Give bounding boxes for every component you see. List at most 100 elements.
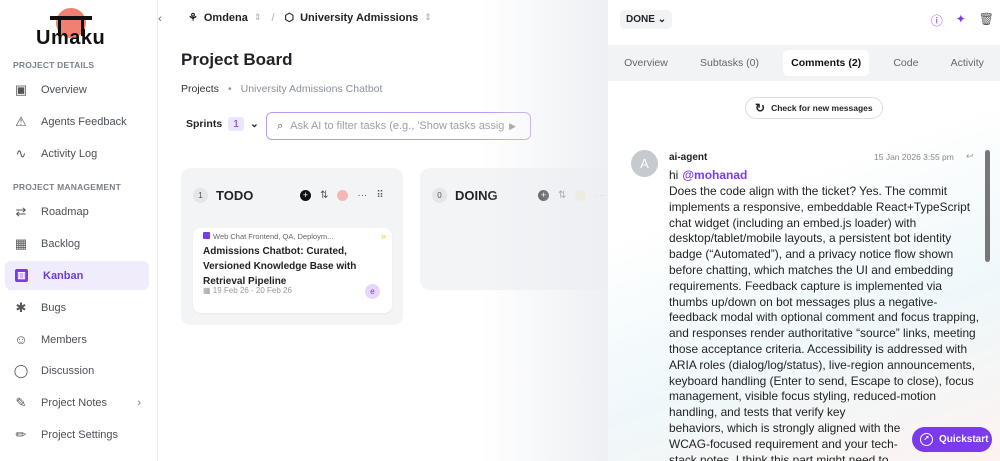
sidebar-item-discussion[interactable]: ◯ Discussion <box>5 356 149 385</box>
sidebar-item-label: Bugs <box>41 301 67 314</box>
sidebar-item-agents-feedback[interactable]: ⚠ Agents Feedback <box>5 107 149 136</box>
sidebar-item-label: Discussion <box>41 364 95 377</box>
tab-subtasks[interactable]: Subtasks (0) <box>700 57 759 69</box>
refresh-icon: ↻ <box>755 101 766 115</box>
avatar: A <box>631 150 658 177</box>
comment-body-wrap: Does the code align with the ticket? Yes… <box>669 184 981 461</box>
grid-icon: ▣ <box>14 81 28 97</box>
breadcrumb-projects[interactable]: Projects <box>181 83 219 95</box>
breadcrumb: Projects • University Admissions Chatbot <box>181 83 382 95</box>
sidebar-item-members[interactable]: ☺ Members <box>5 325 149 354</box>
sidebar: Umaku PROJECT DETAILS PROJECT MANAGEMENT… <box>0 0 158 461</box>
column-title: TODO <box>216 188 254 203</box>
scrollbar[interactable] <box>985 150 990 262</box>
tab-code[interactable]: Code <box>893 57 919 69</box>
task-dates: ▦ 19 Feb 26 - 20 Feb 26 <box>203 286 292 295</box>
updown-icon: ⇕ <box>424 12 432 22</box>
more-icon[interactable]: ··· <box>357 190 368 201</box>
panel-toolbar: ⓘ ✦ 🗑 <box>931 12 994 29</box>
column-count: 0 <box>432 188 447 203</box>
ai-sparkle-icon[interactable]: ✦ <box>955 12 966 26</box>
sidebar-item-label: Project Settings <box>41 428 119 441</box>
quickstart-label: Quickstart <box>939 434 989 445</box>
org-selector[interactable]: Omdena <box>203 11 248 24</box>
help-icon[interactable]: ⓘ <box>930 14 943 28</box>
logo-text: Umaku <box>36 27 106 49</box>
sidebar-item-overview[interactable]: ▣ Overview <box>5 75 149 104</box>
search-placeholder: Ask AI to filter tasks (e.g., 'Show task… <box>290 120 505 132</box>
epic-icon <box>203 232 210 239</box>
panel-tabs: Overview Subtasks (0) Comments (2) Code … <box>608 45 1000 81</box>
drag-handle-icon[interactable]: ⠿ <box>376 190 384 201</box>
task-tags: Web Chat Frontend, QA, Deploym... <box>203 232 333 241</box>
overlay-fade <box>480 0 608 461</box>
sidebar-item-label: Members <box>41 333 87 346</box>
check-messages-button[interactable]: ↻ Check for new messages <box>745 97 883 119</box>
priority-icon: » <box>380 231 386 241</box>
tags-text: Web Chat Frontend, QA, Deploym... <box>213 232 334 241</box>
reply-icon[interactable]: ↩ <box>966 151 974 161</box>
page-title: Project Board <box>181 50 293 69</box>
tab-comments[interactable]: Comments (2) <box>783 50 870 76</box>
status-dropdown[interactable]: DONE ⌄ <box>620 10 673 29</box>
sort-icon[interactable]: ⇅ <box>320 190 329 201</box>
chat-icon: ◯ <box>13 362 29 378</box>
chevron-down-icon: ⌄ <box>250 118 259 130</box>
collapse-sidebar-button[interactable]: ‹ <box>158 13 162 25</box>
sidebar-item-roadmap[interactable]: ⇄ Roadmap <box>5 197 149 226</box>
comment-author: ai-agent <box>669 152 708 163</box>
task-card[interactable]: Web Chat Frontend, QA, Deploym... » Admi… <box>193 228 392 313</box>
tab-overview[interactable]: Overview <box>624 57 668 69</box>
column-color-button[interactable] <box>337 190 349 201</box>
breadcrumb-current: University Admissions Chatbot <box>240 83 383 95</box>
task-title: Admissions Chatbot: Curated, Versioned K… <box>203 246 357 287</box>
add-task-icon[interactable]: + <box>300 190 311 201</box>
members-icon: ☺ <box>14 332 28 347</box>
separator: / <box>271 11 275 24</box>
roadmap-icon: ⇄ <box>15 203 27 219</box>
task-detail-panel: DONE ⌄ ⓘ ✦ 🗑 Overview Subtasks (0) Comment… <box>608 0 1000 461</box>
trash-icon[interactable]: 🗑 <box>978 12 994 26</box>
kanban-icon: ▥ <box>15 269 28 282</box>
compass-icon: ➚ <box>920 433 933 446</box>
umaku-logo[interactable]: Umaku <box>36 8 106 49</box>
sidebar-item-project-settings[interactable]: ✏ Project Settings <box>5 420 149 449</box>
sidebar-item-backlog[interactable]: ▦ Backlog <box>5 229 149 258</box>
assignee-avatar[interactable]: e <box>365 284 380 299</box>
sidebar-item-label: Backlog <box>41 237 81 250</box>
feedback-icon: ⚠ <box>15 113 27 129</box>
bug-icon: ✱ <box>15 299 27 315</box>
quickstart-button[interactable]: ➚ Quickstart <box>912 427 992 452</box>
pencil-icon: ✏ <box>15 426 27 442</box>
project-selector[interactable]: University Admissions <box>300 11 419 24</box>
chevron-right-icon[interactable]: › <box>137 396 141 409</box>
notes-icon: ✎ <box>15 394 27 410</box>
sidebar-item-label: Roadmap <box>41 205 89 218</box>
sidebar-item-label: Agents Feedback <box>41 115 127 128</box>
dates-text: 19 Feb 26 - 20 Feb 26 <box>212 286 292 295</box>
section-project-management: PROJECT MANAGEMENT <box>13 182 121 192</box>
sidebar-item-label: Overview <box>41 83 87 96</box>
breadcrumb-separator: • <box>227 83 232 95</box>
sprints-dropdown[interactable]: Sprints 1 ⌄ <box>186 117 259 131</box>
search-icon: ⌕ <box>277 119 284 132</box>
sidebar-item-activity-log[interactable]: ∿ Activity Log <box>5 139 149 168</box>
sidebar-item-label: Kanban <box>43 269 84 282</box>
sidebar-item-kanban[interactable]: ▥ Kanban <box>5 261 149 290</box>
updown-icon: ⇕ <box>253 12 262 22</box>
wrap-spacer <box>980 184 981 416</box>
sidebar-item-bugs[interactable]: ✱ Bugs <box>5 293 149 322</box>
comment-body: Does the code align with the ticket? Yes… <box>669 184 979 461</box>
check-label: Check for new messages <box>771 103 873 113</box>
mention-link[interactable]: @mohanad <box>682 168 748 182</box>
header-switcher: ⚘ Omdena ⇕ / ⬡ University Admissions ⇕ <box>188 11 432 25</box>
section-project-details: PROJECT DETAILS <box>13 60 95 70</box>
chevron-down-icon: ⌄ <box>657 14 667 25</box>
org-icon: ⚘ <box>188 12 198 24</box>
sprints-label: Sprints <box>186 118 223 130</box>
sidebar-item-project-notes[interactable]: ✎ Project Notes › <box>5 388 149 417</box>
comment-greeting: hi @mohanad <box>669 168 747 182</box>
tab-activity[interactable]: Activity <box>950 57 984 69</box>
sidebar-item-label: Activity Log <box>41 147 98 160</box>
activity-icon: ∿ <box>15 145 27 161</box>
